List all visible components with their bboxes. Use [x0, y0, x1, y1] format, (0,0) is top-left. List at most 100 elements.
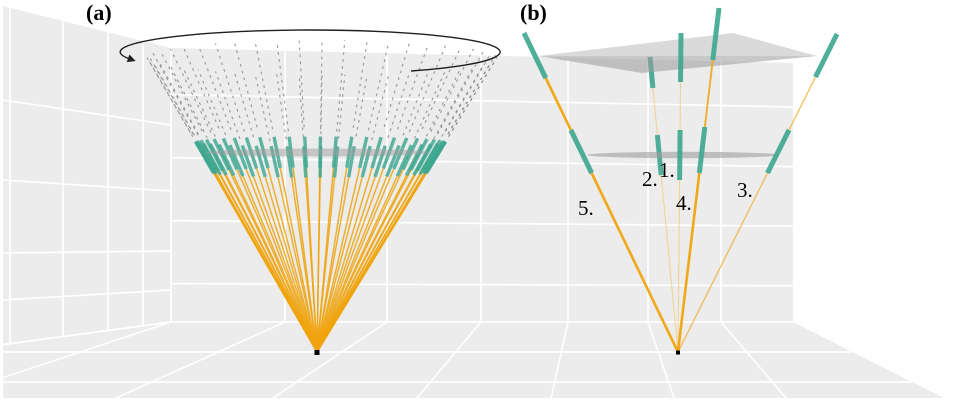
cone-orange-line: [316, 177, 336, 353]
cone-dash: [484, 74, 487, 78]
cone-dash: [424, 119, 427, 123]
cone-dash: [189, 119, 193, 123]
cone-dash: [406, 100, 409, 104]
cone-dash: [240, 94, 243, 98]
cone-teal-segment: [412, 143, 433, 176]
cone-dash: [441, 133, 444, 137]
cone-dash: [451, 83, 454, 87]
cone-dash: [444, 127, 448, 131]
cone-dash: [448, 89, 451, 93]
cone-dash: [219, 83, 222, 87]
cone-dash: [198, 102, 202, 106]
cone-dash: [468, 54, 472, 58]
cone-dash: [402, 88, 405, 92]
cone-teal-segment: [194, 141, 216, 175]
cone-dash: [455, 110, 458, 114]
cone-dash: [419, 123, 422, 127]
cone-dash: [192, 68, 195, 71]
cone-dash: [483, 71, 486, 75]
cone-orange-line: [316, 167, 373, 353]
cone-teal-segment: [197, 141, 218, 175]
cone-dash: [458, 113, 461, 117]
cone-dash: [248, 120, 251, 124]
cone-dash: [462, 98, 465, 102]
cone-dash: [443, 117, 446, 121]
cone-dash: [428, 103, 431, 107]
cone-dash: [263, 85, 265, 89]
cone-dash: [385, 52, 387, 56]
cone-dash: [440, 125, 443, 129]
cone-dash: [186, 97, 189, 101]
cone-dash: [197, 80, 200, 84]
cone-dash: [165, 84, 168, 87]
cone-dash: [378, 79, 381, 83]
cone-orange-line: [242, 175, 318, 353]
ray-1-segment: [677, 179, 681, 353]
cone-dash: [216, 48, 219, 52]
cone-dash: [447, 131, 450, 135]
cone-dash: [187, 127, 190, 131]
cone-dash: [420, 60, 423, 64]
ray-label-3: 3.: [737, 178, 753, 202]
cone-dash: [486, 65, 490, 69]
ray-label-4: 4.: [676, 191, 692, 215]
cone-dash: [184, 79, 188, 83]
cone-dash: [163, 85, 166, 89]
cone-dash: [196, 132, 199, 136]
cone-dash: [240, 122, 243, 126]
cone-dash: [181, 73, 185, 77]
cone-dash: [443, 119, 447, 123]
cone-dash: [383, 89, 386, 93]
cone-dash: [440, 78, 443, 82]
cone-dash: [425, 110, 428, 114]
cone-dash: [184, 97, 187, 101]
cone-dash: [242, 100, 245, 104]
ray-label-1: 1.: [659, 158, 675, 182]
cone-dash: [228, 109, 231, 113]
cone-dash: [415, 100, 418, 104]
cone-dash: [200, 87, 203, 91]
cone-dash: [416, 74, 419, 77]
cone-dash: [241, 70, 244, 74]
cone-dash: [159, 63, 163, 67]
cone-dash: [157, 75, 160, 79]
cone-dash: [185, 120, 189, 124]
rotation-arrow-arc-end: [410, 55, 498, 72]
cone-dash: [255, 44, 257, 47]
cone-dash: [385, 83, 388, 86]
cone-dash: [462, 97, 465, 101]
cone-dash: [466, 92, 469, 96]
cone-dash: [455, 122, 458, 126]
grid-line: [2, 99, 172, 126]
cone-dash: [411, 122, 414, 126]
cone-orange-line: [267, 167, 318, 353]
cone-dash: [155, 58, 159, 62]
ray-5-segment: [568, 128, 594, 175]
cone-dash: [171, 96, 175, 100]
cone-dash: [227, 82, 230, 86]
cone-dash: [170, 97, 173, 101]
cone-dash: [438, 108, 441, 112]
cone-dash: [256, 83, 259, 87]
cone-dash: [214, 119, 217, 123]
cone-dash: [382, 66, 384, 70]
cone-dash: [386, 45, 389, 49]
cone-dash: [174, 105, 177, 109]
cone-dash: [260, 71, 263, 75]
cone-dash: [435, 64, 438, 68]
cone-dash: [463, 81, 466, 85]
cone-dash: [370, 113, 373, 117]
cone-dash: [491, 62, 495, 66]
cone-teal-segment: [217, 143, 236, 177]
cone-teal-segment: [201, 142, 222, 176]
cone-dash: [399, 70, 402, 74]
cone-dash: [262, 111, 265, 114]
cone-dash: [459, 72, 462, 76]
cone-dash: [252, 134, 255, 138]
cone-dash: [188, 130, 191, 133]
background-panes: [3, 6, 944, 398]
grid-line: [272, 321, 388, 399]
target-plane: [538, 33, 817, 73]
cone-dash: [186, 114, 189, 118]
cone-dash: [483, 62, 486, 66]
